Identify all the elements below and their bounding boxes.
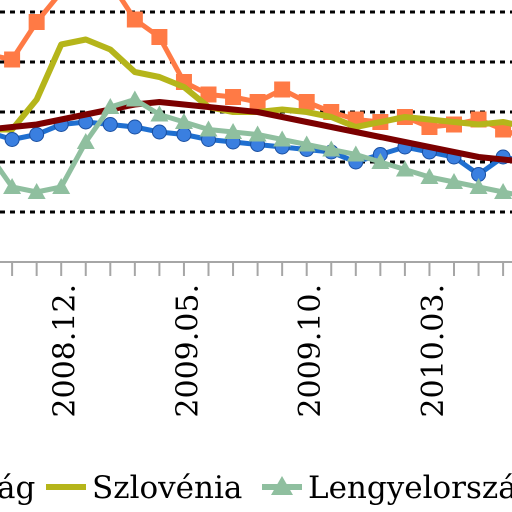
x-tick-labels: 2008.12.2009.05.2009.10.2010.03.2010.08.	[48, 284, 451, 418]
data-point-triangle	[224, 123, 243, 139]
data-point-triangle	[322, 140, 341, 157]
data-point-triangle	[52, 178, 71, 194]
data-point-triangle	[3, 178, 22, 194]
data-point-triangle	[27, 183, 46, 199]
series-line-4	[0, 97, 512, 197]
data-point-square	[249, 94, 266, 110]
data-point-square	[126, 11, 143, 28]
data-point-circle	[127, 119, 143, 135]
x-tick-label: 2008.12.	[48, 284, 83, 418]
data-point-triangle	[420, 168, 439, 184]
data-point-square	[4, 51, 21, 68]
x-axis	[0, 261, 512, 276]
data-point-circle	[29, 127, 45, 142]
data-point-triangle	[395, 160, 414, 177]
series-group	[0, 0, 512, 199]
data-point-square	[274, 81, 291, 98]
series-line-3	[0, 99, 512, 164]
data-point-triangle	[76, 133, 95, 149]
data-point-triangle	[273, 130, 292, 147]
legend: ág Szlovénia Lengyelország	[0, 470, 512, 506]
data-point-triangle	[494, 183, 512, 199]
data-point-triangle	[346, 145, 365, 162]
data-point-circle	[151, 124, 167, 140]
data-point-circle	[176, 127, 192, 142]
legend-label: Lengyelország	[308, 470, 512, 506]
data-point-square	[298, 94, 315, 110]
data-point-triangle	[445, 173, 463, 189]
x-tick-label: 2009.10.	[293, 284, 328, 418]
data-point-triangle	[469, 178, 488, 194]
data-point-triangle	[248, 125, 267, 142]
data-point-square	[225, 89, 242, 105]
data-point-triangle	[101, 98, 120, 114]
legend-label: ág	[0, 470, 35, 506]
data-point-triangle	[199, 120, 218, 137]
data-point-triangle	[174, 113, 193, 129]
data-point-triangle	[150, 105, 169, 122]
series-line-1	[0, 36, 512, 133]
legend-label: Szlovénia	[92, 470, 242, 506]
series-line-0	[0, 0, 512, 136]
x-tick-label: 2009.05.	[170, 284, 205, 418]
x-tick-label: 2010.03.	[416, 284, 451, 418]
data-point-triangle	[371, 153, 390, 169]
data-point-square	[28, 14, 45, 30]
data-point-square	[421, 119, 438, 135]
data-point-square	[200, 86, 217, 103]
data-point-triangle	[297, 135, 316, 152]
data-point-circle	[4, 132, 20, 147]
legend-marker-triangle	[271, 476, 293, 495]
data-point-triangle	[125, 90, 144, 107]
data-point-square	[151, 29, 168, 45]
data-point-circle	[102, 117, 118, 132]
